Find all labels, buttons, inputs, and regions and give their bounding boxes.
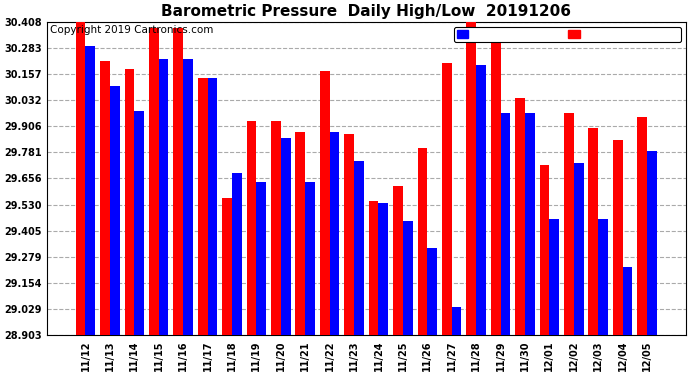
- Bar: [330, 132, 339, 335]
- Bar: [173, 27, 183, 335]
- Bar: [320, 71, 330, 335]
- Bar: [442, 63, 452, 335]
- Bar: [452, 307, 462, 335]
- Bar: [368, 201, 378, 335]
- Bar: [540, 165, 549, 335]
- Text: Copyright 2019 Cartronics.com: Copyright 2019 Cartronics.com: [50, 25, 213, 35]
- Bar: [149, 27, 159, 335]
- Bar: [638, 117, 647, 335]
- Bar: [110, 86, 119, 335]
- Bar: [183, 59, 193, 335]
- Bar: [271, 122, 281, 335]
- Bar: [305, 182, 315, 335]
- Bar: [124, 69, 135, 335]
- Bar: [500, 113, 511, 335]
- Bar: [491, 36, 500, 335]
- Bar: [515, 98, 525, 335]
- Legend: Low  (Inches/Hg), High  (Inches/Hg): Low (Inches/Hg), High (Inches/Hg): [453, 27, 681, 42]
- Bar: [564, 113, 574, 335]
- Bar: [208, 78, 217, 335]
- Bar: [403, 221, 413, 335]
- Bar: [525, 113, 535, 335]
- Bar: [647, 150, 657, 335]
- Bar: [466, 19, 476, 335]
- Bar: [378, 202, 388, 335]
- Bar: [222, 198, 232, 335]
- Bar: [417, 148, 427, 335]
- Bar: [86, 46, 95, 335]
- Bar: [549, 219, 559, 335]
- Bar: [100, 61, 110, 335]
- Bar: [427, 249, 437, 335]
- Bar: [295, 132, 305, 335]
- Bar: [574, 163, 584, 335]
- Bar: [476, 65, 486, 335]
- Bar: [393, 186, 403, 335]
- Bar: [198, 78, 208, 335]
- Bar: [159, 59, 168, 335]
- Title: Barometric Pressure  Daily High/Low  20191206: Barometric Pressure Daily High/Low 20191…: [161, 4, 571, 19]
- Bar: [589, 128, 598, 335]
- Bar: [344, 134, 354, 335]
- Bar: [232, 173, 241, 335]
- Bar: [135, 111, 144, 335]
- Bar: [246, 122, 257, 335]
- Bar: [598, 219, 608, 335]
- Bar: [613, 140, 622, 335]
- Bar: [257, 182, 266, 335]
- Bar: [354, 161, 364, 335]
- Bar: [76, 19, 86, 335]
- Bar: [622, 267, 632, 335]
- Bar: [281, 138, 290, 335]
